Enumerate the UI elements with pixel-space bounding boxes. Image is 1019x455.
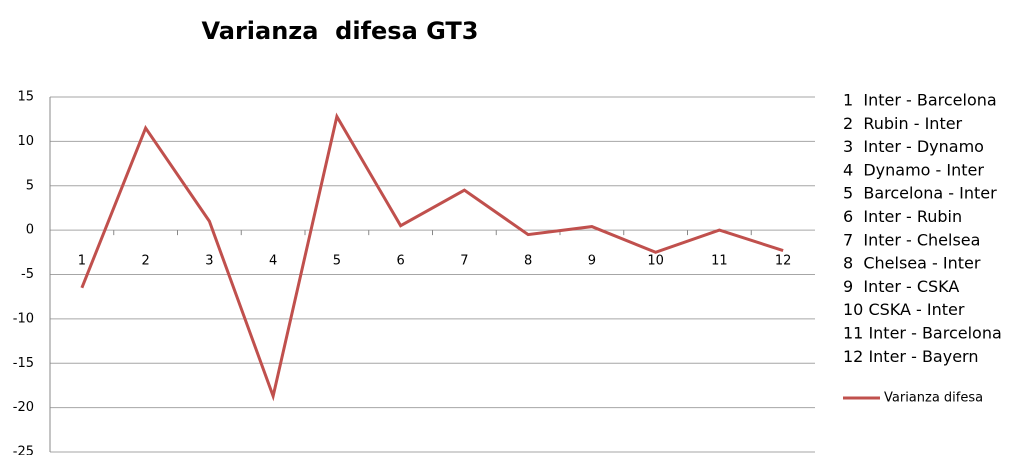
y-tick-label: 10: [17, 134, 34, 149]
data-line: [80, 112, 784, 402]
match-label: 11 Inter - Barcelona: [843, 324, 1002, 343]
x-tick-label: 5: [333, 254, 341, 269]
y-tick-label: -5: [21, 267, 34, 282]
match-label: 2 Rubin - Inter: [843, 114, 963, 133]
x-tick-label: 11: [711, 254, 728, 269]
match-label: 12 Inter - Bayern: [843, 347, 978, 366]
match-label: 4 Dynamo - Inter: [843, 160, 984, 179]
y-tick-label: -10: [13, 311, 34, 326]
match-label: 8 Chelsea - Inter: [843, 254, 981, 273]
legend-label: Varianza difesa: [884, 391, 983, 406]
y-tick-label: 15: [17, 90, 34, 105]
x-tick-label: 8: [524, 254, 532, 269]
y-tick-label: 0: [26, 223, 34, 238]
y-tick-label: -15: [13, 356, 34, 371]
y-tick-label: -25: [13, 445, 34, 455]
match-label: 10 CSKA - Inter: [843, 300, 965, 319]
match-label: 7 Inter - Chelsea: [843, 230, 980, 249]
match-label: 3 Inter - Dynamo: [843, 137, 984, 156]
match-label: 9 Inter - CSKA: [843, 277, 959, 296]
match-label: 5 Barcelona - Inter: [843, 184, 997, 203]
x-tick-label: 7: [460, 254, 468, 269]
x-tick-label: 3: [205, 254, 213, 269]
x-tick-label: 10: [647, 254, 664, 269]
x-tick-label: 4: [269, 254, 277, 269]
x-tick-label: 12: [775, 254, 792, 269]
match-label: 6 Inter - Rubin: [843, 207, 962, 226]
x-tick-label: 2: [141, 254, 149, 269]
x-tick-label: 1: [78, 254, 86, 269]
x-tick-label: 9: [588, 254, 596, 269]
x-tick-label: 6: [396, 254, 404, 269]
y-tick-label: 5: [26, 178, 34, 193]
chart-title: Varianza difesa GT3: [202, 17, 479, 45]
match-label: 1 Inter - Barcelona: [843, 91, 997, 110]
y-tick-label: -20: [13, 400, 34, 415]
